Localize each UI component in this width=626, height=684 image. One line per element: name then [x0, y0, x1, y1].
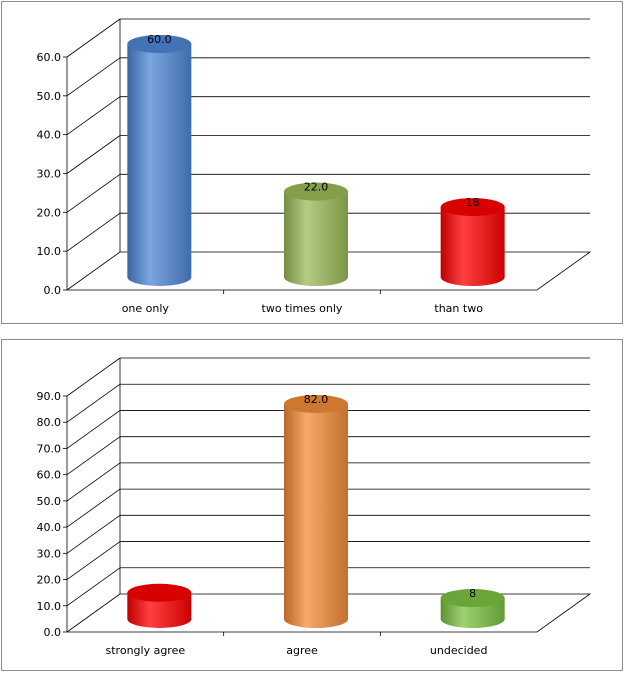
- chart-panel-1: 0.0 10.0 20.0 30.0 40.0 50.0 60.0 one only 60.0 t…: [1, 1, 623, 324]
- y-tick-label: 40.0: [37, 521, 62, 534]
- bar-top: [440, 198, 505, 217]
- x-category-label: two times only: [262, 302, 343, 315]
- y-tick-label: 50.0: [37, 90, 62, 103]
- bar-body: [284, 403, 348, 628]
- x-category-label: agree: [286, 644, 318, 657]
- y-tick-label: 40.0: [37, 129, 62, 142]
- bar-body: [440, 207, 505, 286]
- chart-panel-2: 0.0 10.0 20.0 30.0 40.0 50.0 60.0 70.0 80.0 90.0 s…: [1, 339, 623, 671]
- y-tick-label: 30.0: [37, 168, 62, 181]
- data-label: 18: [466, 196, 480, 209]
- data-label: 82.0: [304, 393, 329, 406]
- gridline-diag: [66, 357, 121, 397]
- bar-top: [127, 583, 192, 602]
- gridline-diag: [66, 593, 121, 633]
- bar-undecided: [440, 589, 505, 628]
- y-tick-label: 80.0: [37, 416, 62, 429]
- gridline-diag: [66, 383, 121, 423]
- y-tick-label: 0.0: [44, 284, 62, 297]
- bar-body: [127, 592, 192, 628]
- bar-two-times-only: [284, 182, 348, 286]
- gridline-diag: [66, 174, 121, 213]
- y-tick-label: 10.0: [37, 245, 62, 258]
- gridline-diag: [66, 488, 121, 528]
- x-category-label: one only: [122, 302, 170, 315]
- y-tick-label: 20.0: [37, 206, 62, 219]
- gridlines: [63, 18, 592, 294]
- gridline-diag: [66, 212, 121, 252]
- y-tick-label: 60.0: [37, 51, 62, 64]
- y-tick-label: 30.0: [37, 547, 62, 560]
- bar-top: [284, 394, 348, 413]
- gridline-diag: [66, 462, 121, 502]
- data-label: 60.0: [147, 33, 172, 46]
- x-category-label: than two: [434, 302, 483, 315]
- chart-2: 0.0 10.0 20.0 30.0 40.0 50.0 60.0 70.0 80.0 90.0 s…: [37, 357, 592, 657]
- gridline-diag: [66, 96, 121, 135]
- y-tick-label: 60.0: [37, 469, 62, 482]
- gridline-diag: [66, 567, 121, 607]
- y-tick-label: 90.0: [37, 390, 62, 403]
- bar-one-only: [127, 35, 192, 286]
- gridline-diag: [66, 410, 121, 449]
- bar-than-two: [440, 198, 505, 286]
- y-tick-label: 0.0: [44, 626, 62, 639]
- data-label: 8: [469, 587, 476, 600]
- y-tick-label: 10.0: [37, 600, 62, 613]
- bar-top: [440, 589, 505, 608]
- bar-body: [284, 191, 348, 286]
- bar-body: [127, 44, 192, 286]
- gridline-diag: [66, 541, 121, 580]
- bar-top: [127, 35, 192, 53]
- gridline-diag: [66, 18, 121, 58]
- bar-top: [284, 182, 348, 201]
- gridlines: [63, 357, 592, 636]
- y-tick-label: 50.0: [37, 495, 62, 508]
- bar-agree: [284, 394, 348, 628]
- data-label: 22.0: [304, 181, 329, 194]
- x-category-label: undecided: [430, 644, 488, 657]
- chart-1: 0.0 10.0 20.0 30.0 40.0 50.0 60.0 one only 60.0 t…: [37, 18, 592, 315]
- x-category-label: strongly agree: [106, 644, 186, 657]
- gridline-diag: [66, 515, 121, 554]
- y-tick-label: 20.0: [37, 574, 62, 587]
- gridline-diag: [66, 251, 121, 291]
- gridline-diag: [66, 57, 121, 97]
- gridline-diag: [66, 436, 121, 475]
- gridline-diag: [66, 135, 121, 174]
- bar-strongly-agree: [127, 583, 192, 628]
- y-tick-label: 70.0: [37, 442, 62, 455]
